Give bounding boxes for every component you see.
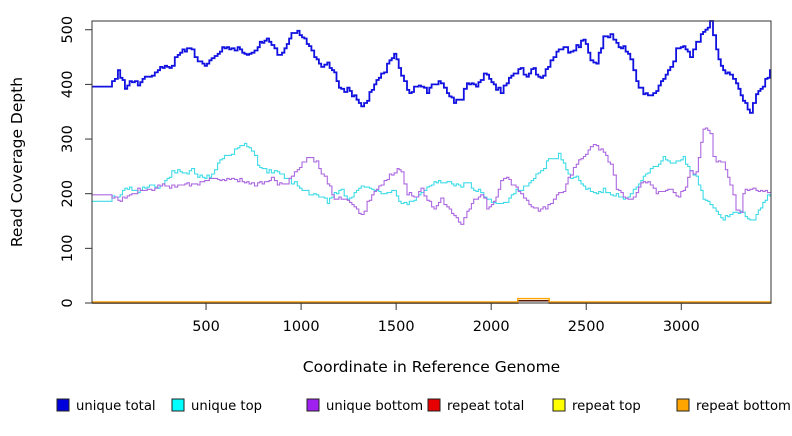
legend-label: repeat top xyxy=(572,399,641,414)
x-tick-label: 2000 xyxy=(473,319,510,335)
legend-item-unique-bottom: unique bottom xyxy=(306,398,423,414)
legend-item-unique-top: unique top xyxy=(171,398,262,414)
legend-label: repeat bottom xyxy=(696,399,791,414)
x-tick-label: 3000 xyxy=(663,319,700,335)
x-axis-label: Coordinate in Reference Genome xyxy=(303,358,560,376)
x-tick-label: 1500 xyxy=(378,319,415,335)
legend-item-repeat-total: repeat total xyxy=(427,398,524,414)
legend-swatch-repeat-bottom xyxy=(676,398,690,412)
y-tick-label: 300 xyxy=(60,125,76,153)
legend-item-repeat-bottom: repeat bottom xyxy=(676,398,791,414)
y-tick-label: 100 xyxy=(60,234,76,262)
legend-item-unique-total: unique total xyxy=(56,398,156,414)
x-tick-label: 2500 xyxy=(568,319,605,335)
x-tick-label: 1000 xyxy=(283,319,320,335)
plot-box xyxy=(91,20,772,304)
legend-swatch-repeat-total xyxy=(427,398,441,412)
y-tick-label: 400 xyxy=(60,71,76,99)
legend-swatch-unique-top xyxy=(171,398,185,412)
legend-label: unique total xyxy=(76,399,156,414)
legend-swatch-unique-bottom xyxy=(306,398,320,412)
y-axis-label: Read Coverage Depth xyxy=(8,77,26,247)
legend-swatch-unique-total xyxy=(56,398,70,412)
legend-label: repeat total xyxy=(447,399,524,414)
x-tick-label: 500 xyxy=(192,319,220,335)
series-line-unique-top xyxy=(92,142,772,221)
legend-label: unique top xyxy=(191,399,262,414)
legend-label: unique bottom xyxy=(326,399,423,414)
y-tick-label: 500 xyxy=(60,16,76,44)
series-line-unique-bottom xyxy=(92,127,772,225)
series-line-unique-total xyxy=(92,20,772,114)
y-tick-label: 200 xyxy=(60,180,76,208)
y-tick-label: 0 xyxy=(60,298,76,307)
series-line-repeat-bottom xyxy=(92,297,772,303)
legend-swatch-repeat-top xyxy=(552,398,566,412)
legend-item-repeat-top: repeat top xyxy=(552,398,641,414)
